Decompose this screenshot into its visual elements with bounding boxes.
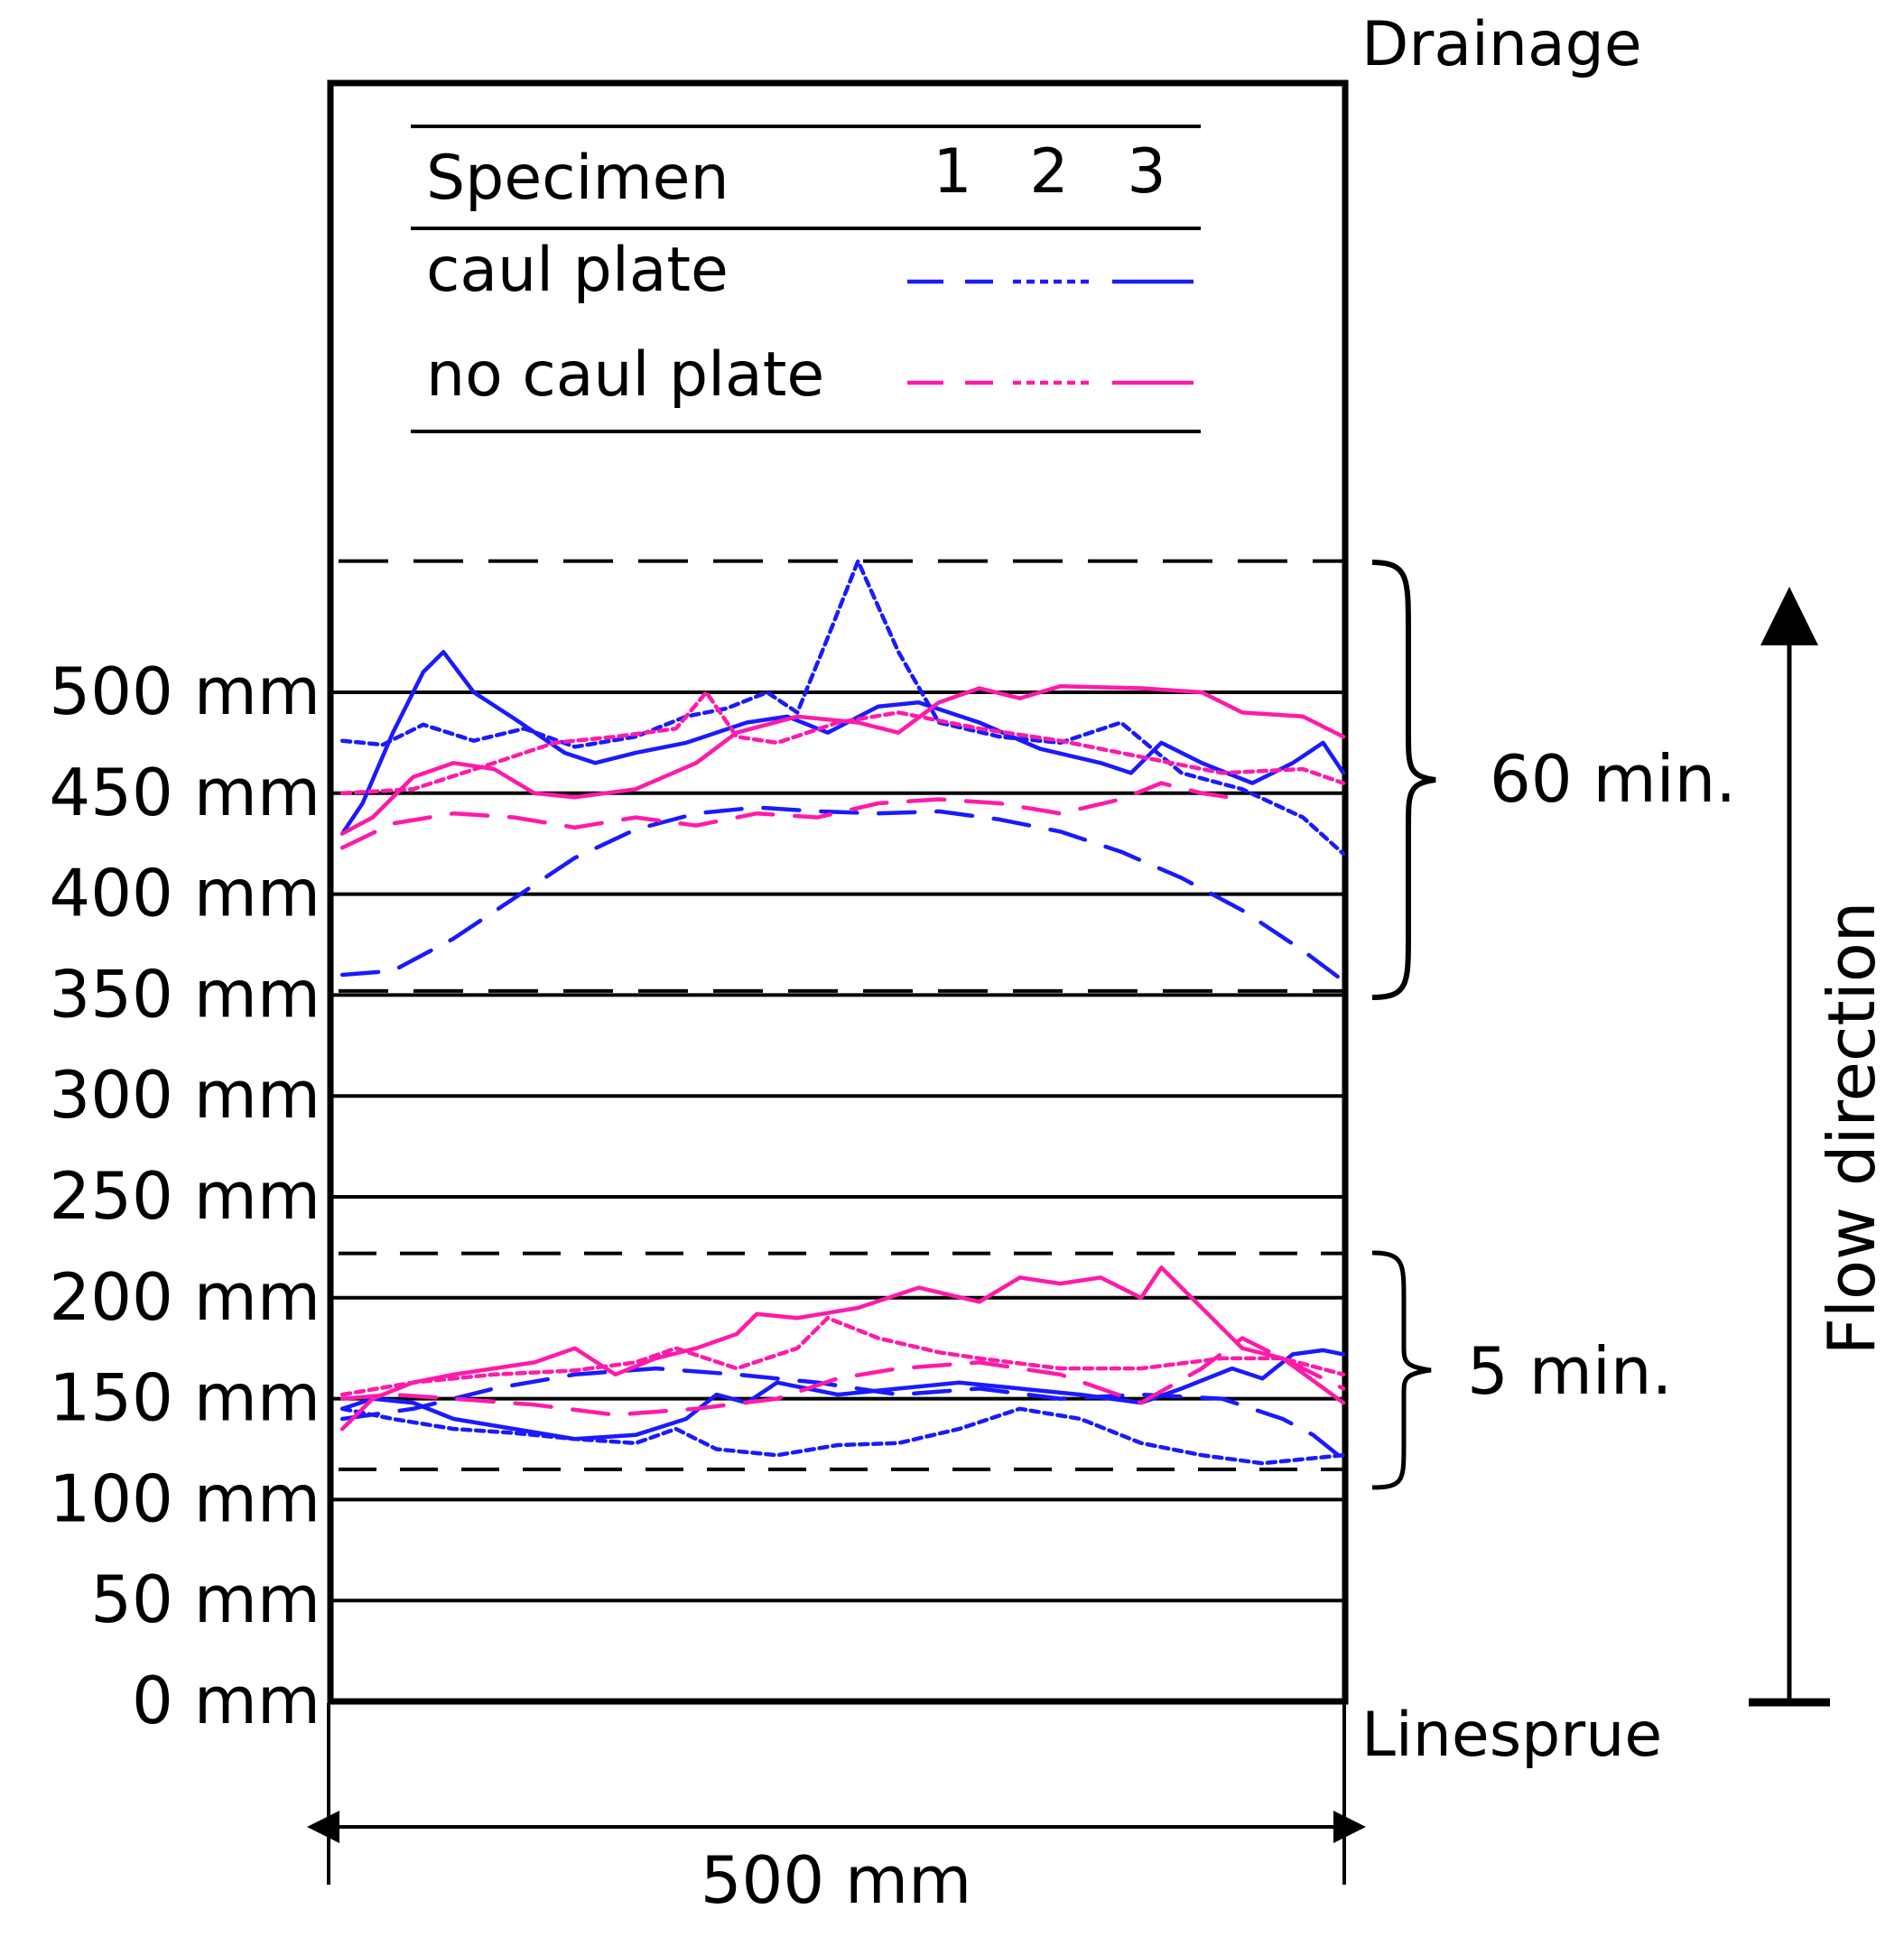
y-tick-label: 250 mm bbox=[49, 1158, 320, 1234]
series-line-1 bbox=[339, 559, 1346, 857]
series-line-7 bbox=[339, 1406, 1346, 1466]
series-line-10 bbox=[339, 1315, 1346, 1397]
brace-60-min-shape bbox=[1371, 560, 1436, 1000]
legend: Specimen 1 2 3 caul plate no caul plate bbox=[411, 125, 1201, 433]
series-line-3 bbox=[339, 781, 1245, 850]
brace-5-min: 5 min. bbox=[1371, 1250, 1672, 1490]
legend-swatches bbox=[907, 279, 1193, 385]
band-boundaries bbox=[339, 559, 1343, 1471]
series-line-4 bbox=[339, 690, 1346, 796]
legend-header: Specimen bbox=[426, 143, 729, 214]
series-line-6 bbox=[339, 1366, 1346, 1461]
series-line-9 bbox=[339, 1336, 1346, 1417]
y-tick-label: 500 mm bbox=[49, 653, 320, 729]
y-tick-label: 300 mm bbox=[49, 1057, 320, 1133]
brace-60-min-label: 60 min. bbox=[1490, 741, 1736, 817]
brace-5-min-shape bbox=[1371, 1250, 1432, 1490]
plate-outline bbox=[327, 79, 1349, 1705]
y-tick-label: 50 mm bbox=[90, 1562, 320, 1637]
dim-arrow-right bbox=[1333, 1811, 1366, 1843]
flow-direction-label: Flow direction bbox=[1814, 902, 1890, 1356]
legend-row-caul-plate: caul plate bbox=[426, 235, 729, 306]
flow-arrow-head bbox=[1760, 587, 1818, 645]
brace-60-min: 60 min. bbox=[1371, 560, 1736, 1000]
linesprue-label: Linesprue bbox=[1361, 1700, 1662, 1771]
legend-col-2: 2 bbox=[1029, 136, 1068, 208]
y-tick-labels: 0 mm 50 mm 100 mm 150 mm 200 mm 250 mm 300 mm 3… bbox=[49, 653, 320, 1738]
y-tick-label: 350 mm bbox=[49, 956, 320, 1032]
legend-row-no-caul-plate: no caul plate bbox=[426, 339, 824, 411]
x-axis-label: 500 mm bbox=[701, 1842, 972, 1918]
series-group bbox=[339, 559, 1346, 1466]
gridlines bbox=[332, 690, 1343, 1603]
series-line-8 bbox=[339, 1348, 1346, 1441]
y-tick-label: 200 mm bbox=[49, 1259, 320, 1335]
y-tick-label: 0 mm bbox=[132, 1663, 320, 1738]
series-line-0 bbox=[339, 805, 1346, 983]
dim-arrow-left bbox=[307, 1811, 339, 1843]
drainage-label: Drainage bbox=[1361, 9, 1642, 80]
series-line-11 bbox=[339, 1265, 1346, 1432]
brace-5-min-label: 5 min. bbox=[1467, 1333, 1672, 1409]
width-dimension: 500 mm bbox=[307, 1703, 1366, 1918]
y-tick-label: 400 mm bbox=[49, 856, 320, 931]
flow-direction-arrow: Flow direction bbox=[1749, 587, 1890, 1707]
series-line-5 bbox=[339, 684, 1346, 836]
y-tick-label: 100 mm bbox=[49, 1460, 320, 1536]
y-tick-label: 150 mm bbox=[49, 1360, 320, 1436]
legend-col-3: 3 bbox=[1127, 136, 1166, 208]
series-line-2 bbox=[339, 650, 1346, 836]
y-tick-label: 450 mm bbox=[49, 755, 320, 830]
legend-col-1: 1 bbox=[933, 136, 971, 208]
